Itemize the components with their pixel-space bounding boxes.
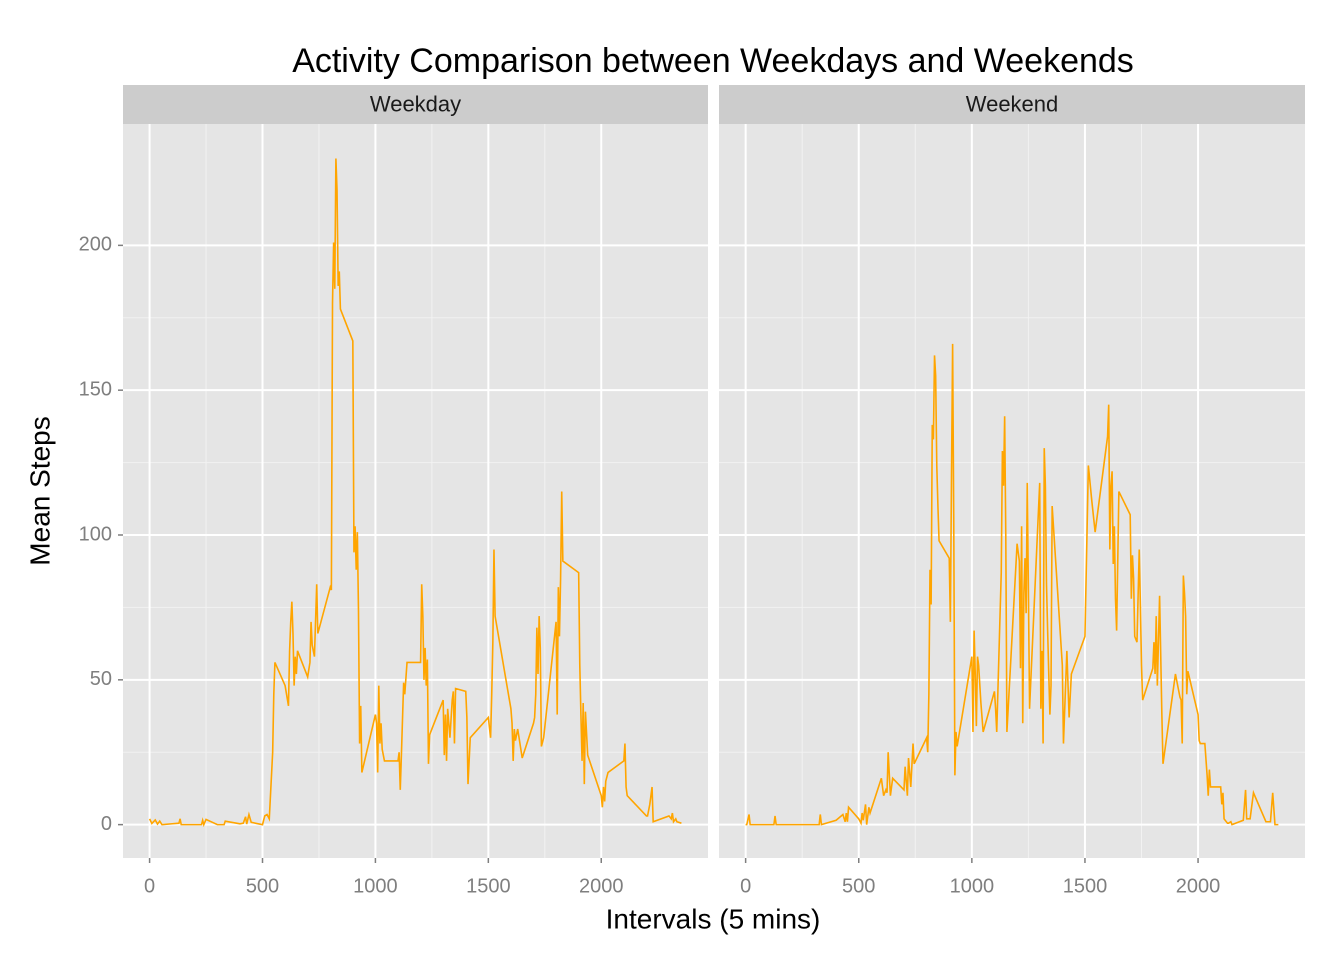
x-axis-title: Intervals (5 mins) xyxy=(606,903,821,934)
x-tick-label: 0 xyxy=(144,875,155,897)
y-tick-label: 200 xyxy=(79,234,112,256)
x-tick-label: 1000 xyxy=(353,875,398,897)
chart-title: Activity Comparison between Weekdays and… xyxy=(292,42,1134,80)
y-tick-label: 0 xyxy=(101,813,112,835)
strip-label: Weekday xyxy=(370,91,461,116)
data-line xyxy=(148,158,682,828)
y-tick-label: 50 xyxy=(90,668,112,690)
x-tick-label: 1000 xyxy=(950,875,995,897)
y-tick-label: 150 xyxy=(79,378,112,400)
data-line xyxy=(745,343,1279,826)
y-axis-title: Mean Steps xyxy=(24,416,55,565)
x-tick-label: 0 xyxy=(740,875,751,897)
x-tick-label: 1500 xyxy=(1063,875,1108,897)
panel-background xyxy=(123,124,708,858)
strip-background xyxy=(719,85,1305,124)
x-tick-label: 500 xyxy=(842,875,875,897)
y-tick-label: 100 xyxy=(79,523,112,545)
panel-background xyxy=(719,124,1305,858)
x-tick-label: 2000 xyxy=(1176,875,1221,897)
x-tick-label: 500 xyxy=(246,875,279,897)
x-tick-label: 1500 xyxy=(466,875,511,897)
x-tick-label: 2000 xyxy=(579,875,624,897)
strip-label: Weekend xyxy=(966,91,1059,116)
strip-background xyxy=(123,85,708,124)
